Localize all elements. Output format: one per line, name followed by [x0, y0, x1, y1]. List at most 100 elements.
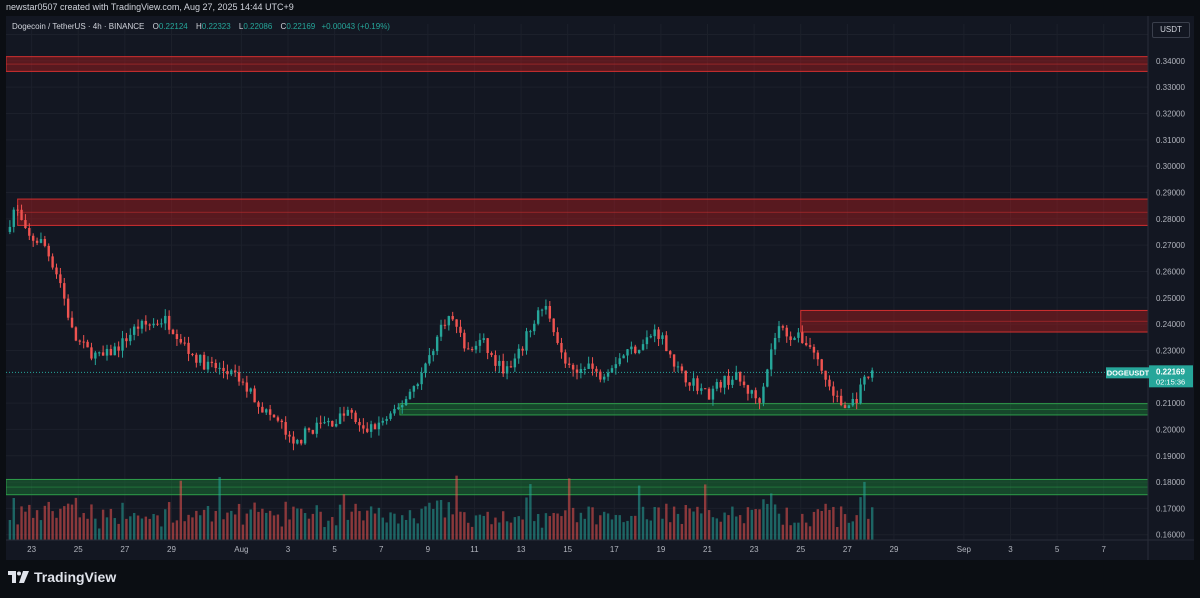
candle-body: [622, 355, 625, 359]
volume-bar: [400, 515, 404, 540]
volume-bar: [16, 524, 19, 540]
candle-body: [692, 378, 695, 386]
chart-plot[interactable]: 0.350000.340000.330000.320000.310000.300…: [6, 16, 1194, 560]
candle-body: [614, 364, 618, 369]
volume-bar: [152, 514, 155, 540]
candle-body: [167, 315, 171, 330]
candle-body: [494, 355, 497, 366]
candle-body: [24, 220, 27, 229]
candle-body: [665, 335, 668, 352]
price-tick-label: 0.26000: [1156, 267, 1185, 276]
volume-bar: [669, 522, 672, 540]
candle-body: [715, 382, 719, 389]
candle-body: [276, 417, 280, 421]
candle-body: [839, 395, 843, 406]
candle-body: [140, 320, 144, 329]
volume-bar: [571, 507, 575, 540]
volume-bar: [494, 517, 497, 540]
zones-layer: [6, 24, 1149, 540]
candle-body: [486, 338, 489, 353]
candle-body: [261, 406, 264, 413]
volume-bar: [381, 517, 384, 540]
volume-bar: [548, 516, 552, 540]
volume-bar: [750, 509, 754, 540]
time-tick-label: 27: [120, 545, 129, 554]
candle-body: [836, 395, 839, 397]
candle-body: [408, 391, 412, 400]
volume-bar: [688, 508, 691, 540]
volume-bar: [692, 511, 695, 540]
volume-bar: [288, 519, 291, 540]
volume-bar: [233, 514, 237, 540]
footer: [0, 560, 1200, 598]
volume-bar: [525, 497, 528, 540]
candle-body: [8, 226, 12, 232]
volume-bar: [160, 526, 163, 540]
volume-bar: [754, 509, 757, 540]
candle-body: [579, 369, 583, 373]
time-tick-label: 23: [750, 545, 759, 554]
tradingview-logo[interactable]: TradingView: [8, 569, 116, 585]
candle-body: [245, 382, 249, 392]
volume-bar: [653, 507, 656, 540]
price-tick-label: 0.20000: [1156, 425, 1185, 434]
candle-body: [20, 209, 23, 221]
time-tick-label: 27: [843, 545, 852, 554]
candle-body: [292, 436, 295, 444]
candle-body: [296, 439, 299, 444]
candle-body: [544, 306, 548, 310]
candle-body: [505, 366, 509, 374]
candle-body: [101, 352, 105, 356]
candle-body: [777, 326, 781, 338]
volume-bar: [218, 477, 221, 540]
chart-frame[interactable]: 0.350000.340000.330000.320000.310000.300…: [6, 16, 1194, 560]
volume-bar: [257, 511, 260, 540]
candle-body: [540, 309, 544, 311]
candle-body: [812, 346, 816, 353]
open-value: 0.22124: [158, 22, 188, 31]
candle-body: [121, 338, 124, 351]
volume-bar: [358, 511, 361, 540]
volume-bar: [564, 510, 567, 540]
price-tick-label: 0.18000: [1156, 478, 1185, 487]
volume-bar: [859, 497, 862, 540]
time-tick-label: 9: [426, 545, 431, 554]
candle-body: [696, 378, 699, 391]
candle-body: [237, 372, 241, 382]
volume-bar: [560, 516, 563, 540]
candle-body: [447, 316, 451, 326]
candle-body: [311, 430, 315, 434]
volume-bar: [20, 506, 23, 540]
volume-bar: [416, 523, 419, 540]
candle-body: [98, 352, 101, 354]
time-tick-label: 23: [27, 545, 36, 554]
candle-body: [43, 239, 47, 246]
volume-bar: [109, 508, 113, 540]
volume-bar: [202, 509, 206, 540]
volume-bar: [164, 509, 167, 540]
volume-bar: [117, 523, 120, 540]
candle-body: [171, 329, 175, 334]
close-label: C: [280, 22, 287, 31]
candle-body: [233, 370, 237, 373]
candle-body: [377, 422, 381, 430]
candle-body: [307, 428, 311, 431]
candle-body: [90, 347, 93, 359]
candle-body: [315, 422, 318, 434]
price-tick-label: 0.27000: [1156, 241, 1185, 250]
price-tag-symbol: DOGEUSDT: [1107, 368, 1150, 377]
candle-body: [676, 366, 680, 368]
candle-body: [723, 375, 726, 388]
volume-bar: [338, 504, 342, 540]
volume-bar: [727, 515, 730, 540]
volume-bar: [711, 517, 715, 540]
candle-body: [832, 386, 835, 396]
currency-button[interactable]: USDT: [1152, 22, 1190, 38]
price-tick-label: 0.31000: [1156, 136, 1185, 145]
volume-bar: [634, 515, 637, 540]
candle-body: [342, 413, 346, 416]
candle-body: [859, 384, 862, 404]
volume-bar: [696, 506, 699, 540]
volume-bar: [331, 517, 334, 540]
volume-bar: [618, 515, 621, 540]
